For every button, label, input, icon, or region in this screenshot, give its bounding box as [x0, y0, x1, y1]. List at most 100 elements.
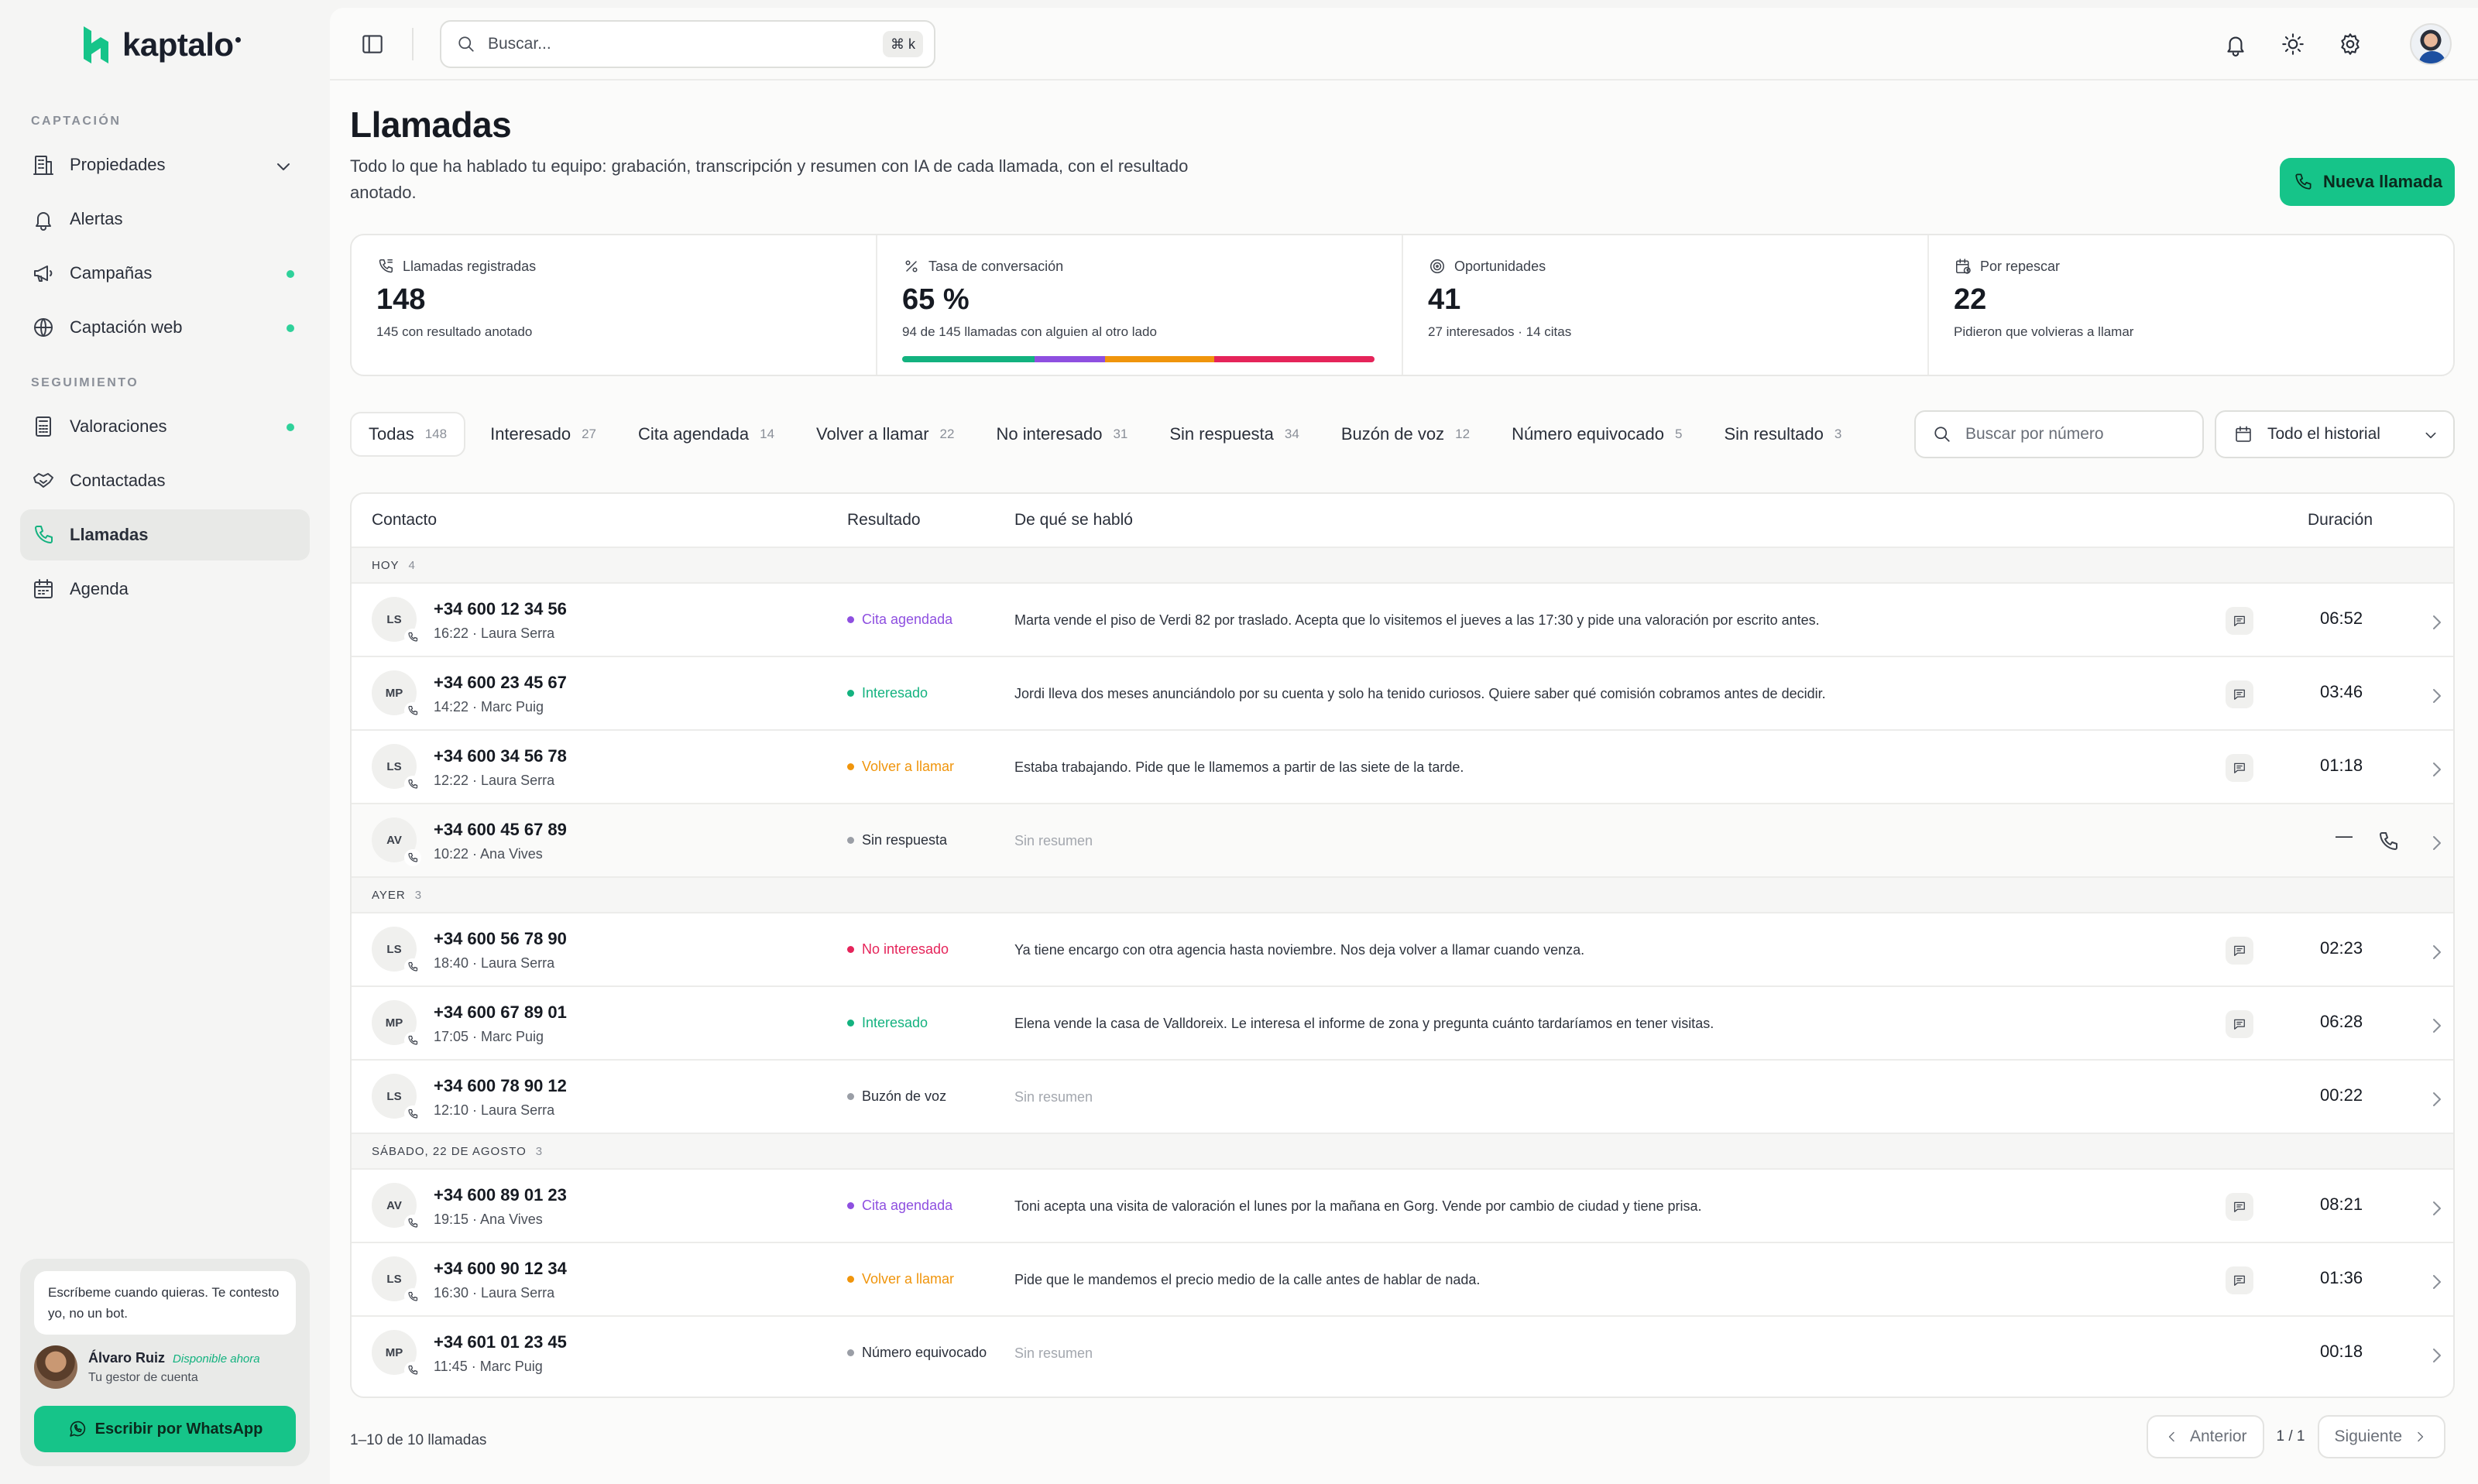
contact-phone[interactable]: +34 600 78 90 12 — [434, 1076, 567, 1095]
new-call-button[interactable]: Nueva llamada — [2280, 158, 2455, 206]
number-search-input[interactable]: Buscar por número — [1914, 410, 2204, 458]
transcript-button[interactable] — [2226, 1010, 2253, 1038]
result-label: No interesado — [862, 941, 949, 957]
table-row[interactable]: AV +34 600 89 01 23 19:15 · Ana Vives Ci… — [352, 1170, 2453, 1243]
chevron-down-icon[interactable] — [271, 154, 296, 179]
call-meta: 12:22 · Laura Serra — [434, 773, 555, 788]
row-open-button[interactable] — [2424, 1013, 2444, 1033]
bell-icon[interactable] — [2222, 31, 2249, 57]
agent-status: Disponible ahora — [173, 1352, 260, 1366]
gear-icon[interactable] — [2337, 31, 2363, 57]
column-header-result[interactable]: Resultado — [847, 511, 921, 529]
transcript-button[interactable] — [2226, 754, 2253, 782]
filter-tab[interactable]: Interesado 27 — [473, 412, 613, 457]
stat-value: 22 — [1954, 283, 1987, 316]
table-row[interactable]: LS +34 600 78 90 12 12:10 · Laura Serra … — [352, 1061, 2453, 1134]
call-meta: 17:05 · Marc Puig — [434, 1029, 544, 1044]
row-open-button[interactable] — [2424, 1270, 2444, 1290]
row-open-button[interactable] — [2424, 1343, 2444, 1363]
table-row[interactable]: LS +34 600 34 56 78 12:22 · Laura Serra … — [352, 731, 2453, 804]
transcript-button[interactable] — [2226, 607, 2253, 635]
contact-phone[interactable]: +34 601 01 23 45 — [434, 1332, 567, 1352]
sidebar-item-contactadas[interactable]: Contactadas — [20, 455, 310, 506]
filter-tab[interactable]: Volver a llamar 22 — [799, 412, 971, 457]
contact-avatar: MP — [372, 1000, 417, 1045]
conversion-bar — [902, 356, 1375, 362]
search-input[interactable]: Buscar... ⌘ k — [440, 20, 935, 68]
previous-page-button[interactable]: Anterior — [2147, 1415, 2264, 1458]
whatsapp-button[interactable]: Escribir por WhatsApp — [34, 1406, 296, 1452]
row-open-button[interactable] — [2424, 831, 2444, 851]
filter-tab[interactable]: Número equivocado 5 — [1495, 412, 1699, 457]
user-avatar[interactable] — [2410, 23, 2452, 65]
column-header-duration[interactable]: Duración — [2308, 511, 2373, 529]
filter-tab[interactable]: Sin respuesta 34 — [1152, 412, 1316, 457]
stat-label: Por repescar — [1980, 258, 2061, 274]
filter-tab[interactable]: Buzón de voz 12 — [1324, 412, 1487, 457]
filter-tab[interactable]: Todas 148 — [350, 412, 466, 457]
filter-tab[interactable]: No interesado 31 — [979, 412, 1145, 457]
transcript-button[interactable] — [2226, 680, 2253, 708]
chevron-right-icon — [2433, 836, 2441, 850]
table-row[interactable]: AV +34 600 45 67 89 10:22 · Ana Vives Si… — [352, 804, 2453, 878]
building-icon — [33, 156, 53, 175]
pagination: Anterior 1 / 1 Siguiente — [2147, 1415, 2446, 1458]
row-open-button[interactable] — [2424, 1087, 2444, 1107]
row-open-button[interactable] — [2424, 1196, 2444, 1216]
contact-phone[interactable]: +34 600 90 12 34 — [434, 1259, 567, 1278]
column-header-contact[interactable]: Contacto — [372, 511, 438, 529]
contact-phone[interactable]: +34 600 45 67 89 — [434, 820, 567, 839]
call-duration: 01:36 — [2320, 1268, 2363, 1287]
sidebar-item-alertas[interactable]: Alertas — [20, 194, 310, 245]
result-badge: Número equivocado — [847, 1345, 987, 1361]
row-open-button[interactable] — [2424, 610, 2444, 630]
table-row[interactable]: LS +34 600 12 34 56 16:22 · Laura Serra … — [352, 584, 2453, 657]
column-header-topic[interactable]: De qué se habló — [1014, 511, 1133, 529]
contact-phone[interactable]: +34 600 67 89 01 — [434, 1002, 567, 1022]
table-row[interactable]: MP +34 600 23 45 67 14:22 · Marc Puig In… — [352, 657, 2453, 731]
sidebar-item-valoraciones[interactable]: Valoraciones — [20, 401, 310, 452]
result-dot — [847, 1020, 854, 1026]
table-row[interactable]: LS +34 600 56 78 90 18:40 · Laura Serra … — [352, 913, 2453, 987]
table-row[interactable]: MP +34 600 67 89 01 17:05 · Marc Puig In… — [352, 987, 2453, 1061]
call-duration: 00:22 — [2320, 1085, 2363, 1105]
sidebar-item-captacion-web[interactable]: Captación web — [20, 302, 310, 353]
row-open-button[interactable] — [2424, 940, 2444, 960]
call-summary: Jordi lleva dos meses anunciándolo por s… — [1014, 686, 1826, 701]
sidebar-item-llamadas[interactable]: Llamadas — [20, 509, 310, 560]
table-row[interactable]: LS +34 600 90 12 34 16:30 · Laura Serra … — [352, 1243, 2453, 1317]
history-select[interactable]: Todo el historial — [2215, 410, 2455, 458]
call-back-button[interactable] — [2376, 829, 2399, 852]
group-header: SÁBADO, 22 DE AGOSTO 3 — [352, 1134, 2453, 1170]
sidebar-item-propiedades[interactable]: Propiedades — [20, 139, 310, 190]
call-duration: — — [2336, 826, 2353, 845]
row-open-button[interactable] — [2424, 684, 2444, 704]
contact-phone[interactable]: +34 600 23 45 67 — [434, 673, 567, 692]
brand-logo[interactable]: kaptalo — [81, 25, 241, 65]
sidebar-toggle-icon[interactable] — [359, 31, 386, 57]
contact-phone[interactable]: +34 600 12 34 56 — [434, 599, 567, 619]
previous-label: Anterior — [2190, 1427, 2247, 1445]
row-open-button[interactable] — [2424, 757, 2444, 777]
transcript-button[interactable] — [2226, 1193, 2253, 1221]
page-indicator: 1 / 1 — [2276, 1428, 2305, 1445]
next-page-button[interactable]: Siguiente — [2317, 1415, 2446, 1458]
filter-tab[interactable]: Sin resultado 3 — [1707, 412, 1858, 457]
support-agent: Álvaro Ruiz Disponible ahora Tu gestor de… — [34, 1345, 260, 1389]
agent-role: Tu gestor de cuenta — [88, 1370, 198, 1384]
sun-icon[interactable] — [2280, 31, 2306, 57]
sidebar-item-agenda[interactable]: Agenda — [20, 564, 310, 615]
contact-phone[interactable]: +34 600 34 56 78 — [434, 746, 567, 766]
stat-label: Tasa de conversación — [928, 258, 1064, 274]
transcript-button[interactable] — [2226, 937, 2253, 965]
contact-phone[interactable]: +34 600 56 78 90 — [434, 929, 567, 948]
main-panel: Buscar... ⌘ k Llamadas Todo lo que ha ha… — [330, 8, 2478, 1484]
filter-tab[interactable]: Cita agendada 14 — [621, 412, 791, 457]
transcript-button[interactable] — [2226, 1266, 2253, 1294]
contact-phone[interactable]: +34 600 89 01 23 — [434, 1185, 567, 1205]
sidebar-item-campanas[interactable]: Campañas — [20, 248, 310, 299]
agent-name: Álvaro Ruiz — [88, 1349, 166, 1366]
table-row[interactable]: MP +34 601 01 23 45 11:45 · Marc Puig Nú… — [352, 1317, 2453, 1390]
table-header: Contacto Resultado De qué se habló Durac… — [352, 494, 2453, 548]
contact-initials: MP — [385, 1016, 403, 1030]
